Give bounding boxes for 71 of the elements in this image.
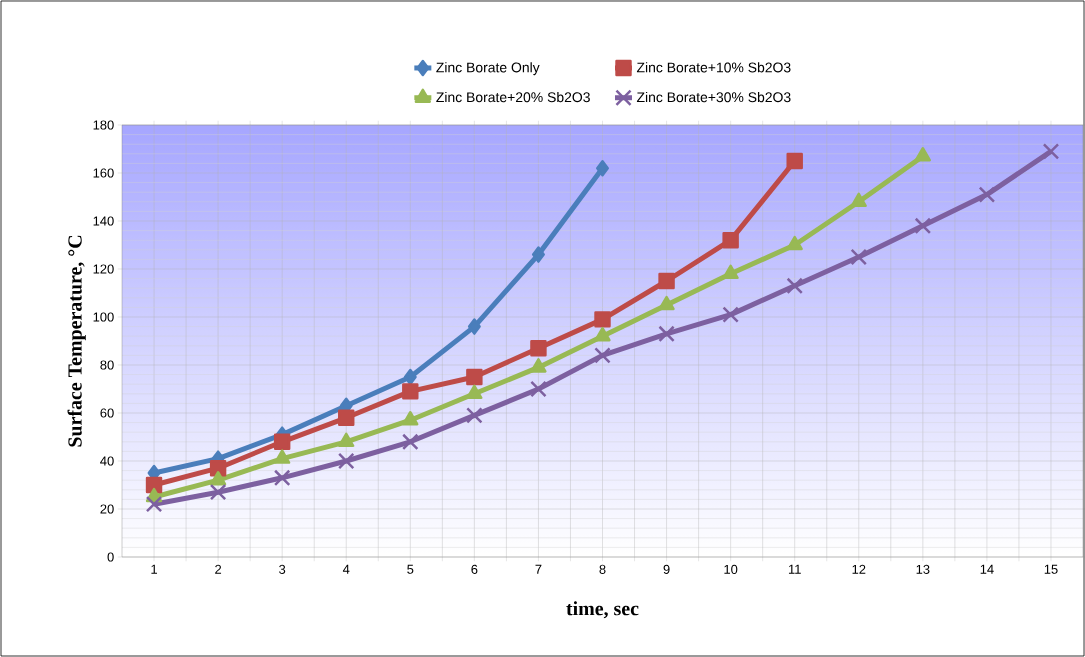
x-axis-title: time, sec xyxy=(566,601,639,619)
x-tick-label: 1 xyxy=(151,564,158,574)
point xyxy=(530,358,547,373)
x-tick-label: 14 xyxy=(980,564,994,574)
point xyxy=(850,248,868,266)
x-tick-label: 9 xyxy=(663,564,670,574)
point xyxy=(914,217,932,235)
point xyxy=(914,146,931,162)
x-tick-label: 12 xyxy=(852,564,866,574)
point xyxy=(786,277,803,295)
point xyxy=(209,483,227,501)
y-tick-label: 80 xyxy=(100,360,114,370)
point xyxy=(466,368,483,386)
legend-label: Zinc Borate Only xyxy=(436,62,540,76)
legend-label: Zinc Borate+20% Sb2O3 xyxy=(436,91,590,103)
point xyxy=(209,470,227,486)
point xyxy=(658,325,675,343)
x-tick-label: 8 xyxy=(599,564,606,574)
x-tick-label: 6 xyxy=(471,564,478,574)
point xyxy=(658,295,675,311)
y-tick-label: 120 xyxy=(93,264,114,274)
point xyxy=(466,407,483,424)
point xyxy=(850,192,867,208)
point xyxy=(722,306,739,323)
point xyxy=(596,159,609,177)
point xyxy=(402,433,419,451)
x-tick-label: 5 xyxy=(407,564,414,574)
x-tick-label: 15 xyxy=(1044,564,1058,574)
point xyxy=(786,152,803,170)
legend-label: Zinc Borate+30% Sb2O3 xyxy=(636,91,791,103)
y-tick-label: 180 xyxy=(93,120,114,130)
x-tick-label: 4 xyxy=(342,564,350,574)
point xyxy=(978,186,996,203)
point xyxy=(594,326,611,342)
y-tick-label: 100 xyxy=(93,312,114,322)
point xyxy=(786,235,803,251)
legend-label: Zinc Borate+10% Sb2O3 xyxy=(636,62,791,73)
x-tick-label: 13 xyxy=(916,564,930,574)
point xyxy=(402,383,419,400)
point xyxy=(594,347,611,364)
point xyxy=(338,409,355,427)
y-axis-title: Surface Temperature, °C xyxy=(67,235,86,447)
y-tick-label: 60 xyxy=(100,408,114,418)
point xyxy=(402,410,419,426)
point xyxy=(274,449,291,464)
y-tick-label: 0 xyxy=(107,552,114,562)
point xyxy=(145,495,163,513)
point xyxy=(467,318,481,335)
point xyxy=(338,432,355,448)
point xyxy=(594,311,611,328)
point xyxy=(403,368,417,386)
y-tick-label: 20 xyxy=(100,504,114,514)
x-tick-label: 11 xyxy=(788,564,801,574)
x-tick-label: 7 xyxy=(535,564,542,574)
y-tick-label: 40 xyxy=(100,456,114,466)
x-tick-label: 3 xyxy=(279,564,286,574)
point xyxy=(273,433,291,451)
y-tick-label: 160 xyxy=(93,168,114,178)
point xyxy=(337,452,355,470)
point xyxy=(531,246,545,263)
point xyxy=(722,231,739,249)
point xyxy=(658,272,675,290)
point xyxy=(1042,143,1060,160)
x-tick-label: 10 xyxy=(724,564,738,574)
point xyxy=(273,469,291,487)
x-tick-label: 2 xyxy=(215,564,222,574)
point xyxy=(530,339,547,357)
point xyxy=(530,380,547,398)
y-tick-label: 140 xyxy=(93,216,114,226)
point xyxy=(466,384,483,400)
point xyxy=(722,264,739,280)
